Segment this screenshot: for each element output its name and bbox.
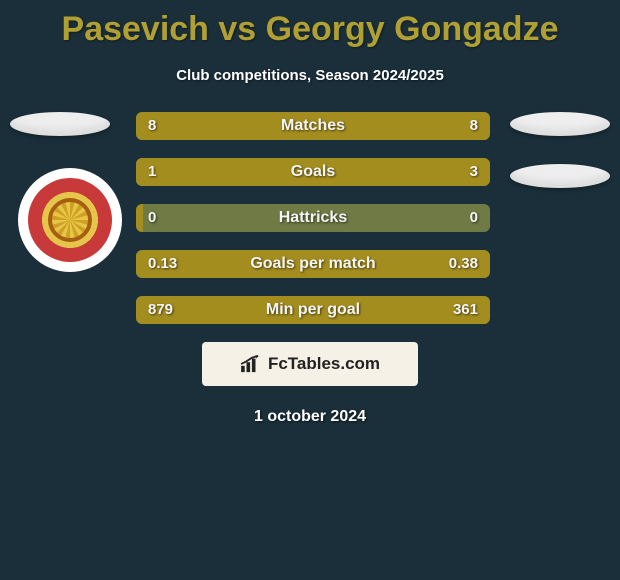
date-label: 1 october 2024: [0, 408, 620, 426]
comparison-panel: Matches8 8 Goals1 3 Hattricks0 0 Goals per mat…: [0, 112, 620, 324]
stat-value-left: 8: [148, 112, 156, 140]
stat-value-right: 0.38: [449, 250, 478, 278]
stat-metric-label: Goals: [136, 158, 490, 186]
stat-value-right: 361: [453, 296, 478, 324]
stat-row: Goals per match0.13 0.38: [136, 250, 490, 278]
player-left-avatar: [10, 112, 110, 136]
stat-metric-label: Goals per match: [136, 250, 490, 278]
stat-value-left: 0.13: [148, 250, 177, 278]
player-right-avatar: [510, 112, 610, 136]
stat-row: Hattricks0 0: [136, 204, 490, 232]
stat-value-left: 1: [148, 158, 156, 186]
stat-metric-label: Matches: [136, 112, 490, 140]
stat-value-left: 879: [148, 296, 173, 324]
brand-text: FcTables.com: [268, 354, 380, 374]
player-right-club-avatar: [510, 164, 610, 188]
stat-metric-label: Hattricks: [136, 204, 490, 232]
stat-row: Matches8 8: [136, 112, 490, 140]
stat-value-right: 3: [470, 158, 478, 186]
brand-badge: FcTables.com: [202, 342, 418, 386]
page-title: Pasevich vs Georgy Gongadze: [0, 0, 620, 49]
stat-value-right: 0: [470, 204, 478, 232]
stat-metric-label: Min per goal: [136, 296, 490, 324]
stat-bars: Matches8 8 Goals1 3 Hattricks0 0 Goals per mat…: [136, 112, 490, 324]
player-left-club-badge: [18, 168, 122, 272]
stat-row: Min per goal879 361: [136, 296, 490, 324]
subtitle: Club competitions, Season 2024/2025: [0, 67, 620, 84]
chart-icon: [240, 355, 262, 373]
stat-row: Goals1 3: [136, 158, 490, 186]
stat-value-right: 8: [470, 112, 478, 140]
stat-value-left: 0: [148, 204, 156, 232]
